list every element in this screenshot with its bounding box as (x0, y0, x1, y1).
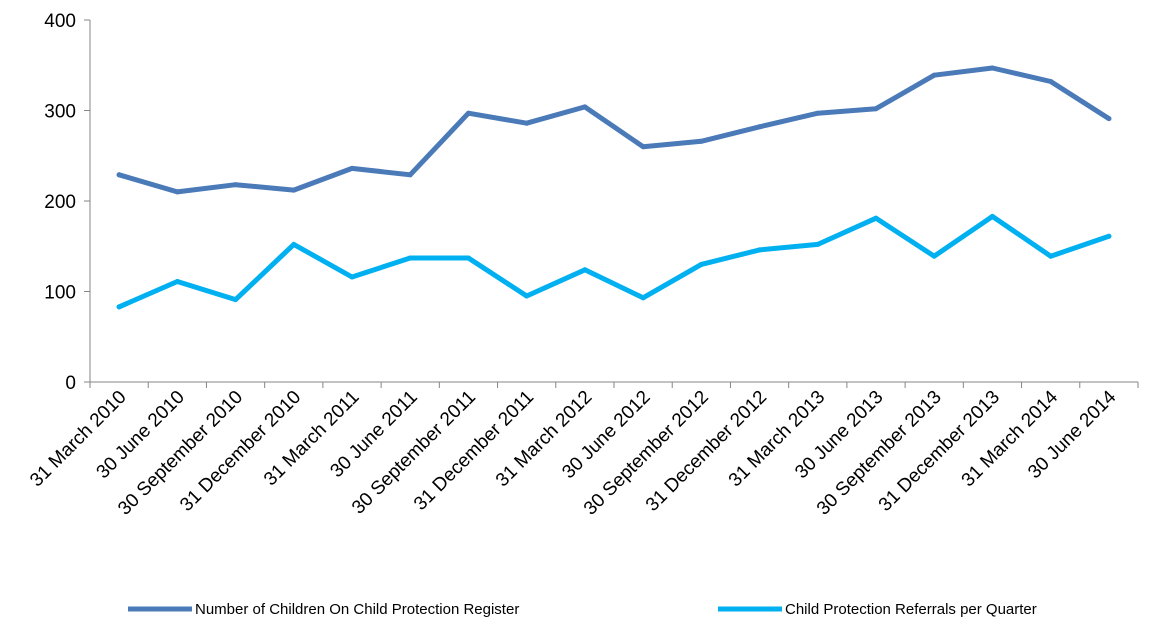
series-2-point (349, 274, 355, 280)
series-1-point (989, 65, 995, 71)
series-2-point (233, 297, 239, 303)
series-2-point (524, 293, 530, 299)
series-1-point (931, 72, 937, 78)
series-1-point (116, 172, 122, 178)
chart-legend: Number of Children On Child Protection R… (128, 601, 1037, 618)
series-2-point (174, 279, 180, 284)
series-1-point (233, 182, 239, 188)
series-2-point (291, 241, 297, 247)
series-2-point (873, 215, 879, 221)
series-1-point (1106, 116, 1112, 122)
series-lines (116, 65, 1112, 310)
series-line-1 (116, 65, 1112, 195)
series-2-point (1048, 253, 1054, 259)
series-2-point (407, 255, 413, 261)
series-2-point (757, 247, 763, 253)
series-1-point (407, 172, 413, 178)
series-1-point (815, 110, 821, 116)
series-1-point (465, 110, 471, 116)
y-tick-label: 0 (65, 373, 76, 394)
series-2-point (815, 241, 821, 247)
series-1-point (873, 106, 879, 112)
chart-axes (89, 20, 1138, 383)
series-1-point (582, 104, 588, 110)
legend-label-2: Child Protection Referrals per Quarter (785, 601, 1037, 618)
y-tick-label: 300 (44, 102, 76, 123)
series-2-point (116, 304, 122, 310)
y-axis-ticks: 0 100 200 300 400 (44, 11, 90, 394)
series-1-point (757, 124, 763, 130)
series-1-point (698, 138, 704, 144)
y-tick-label: 100 (44, 283, 76, 304)
y-tick-label: 200 (44, 192, 76, 213)
series-1-point (349, 165, 355, 171)
legend-label-1: Number of Children On Child Protection R… (195, 601, 519, 618)
series-2-point (698, 261, 704, 267)
series-2-point (465, 255, 471, 261)
series-1-point (291, 187, 297, 193)
series-line-2 (116, 213, 1112, 310)
series-2-point (1106, 233, 1112, 239)
series-2-point (989, 213, 995, 219)
series-2-point (582, 267, 588, 273)
series-1-point (640, 144, 646, 150)
x-tick-label: 31 March 2010 (26, 387, 130, 491)
y-tick-label: 400 (44, 11, 76, 32)
series-2-point (640, 295, 646, 301)
series-1-point (1048, 79, 1054, 84)
series-1-point (524, 120, 530, 126)
series-1-point (174, 189, 180, 195)
series-2-point (931, 253, 937, 259)
